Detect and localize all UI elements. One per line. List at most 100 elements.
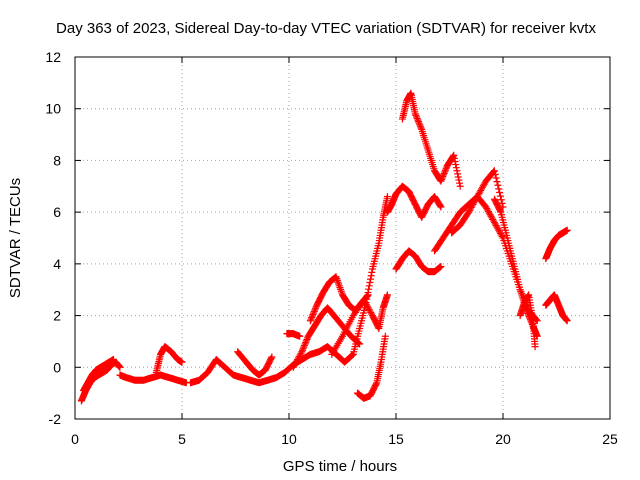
data-point (491, 220, 499, 228)
data-point (302, 337, 310, 345)
data-series-arc-q (431, 167, 507, 255)
data-point (301, 340, 309, 348)
data-points (77, 89, 571, 405)
data-point (484, 206, 492, 214)
data-point (300, 342, 308, 350)
data-point (365, 305, 373, 313)
data-point (453, 167, 461, 175)
data-point (348, 351, 356, 359)
data-point (267, 354, 275, 362)
data-point (531, 343, 539, 351)
data-point (367, 308, 375, 316)
data-series-arc-c (116, 371, 190, 387)
data-point (438, 176, 446, 184)
data-point (525, 313, 533, 321)
x-tick-label: 0 (71, 431, 79, 447)
data-point (436, 202, 444, 210)
x-tick-label: 15 (388, 431, 404, 447)
data-point (439, 172, 447, 180)
data-point (442, 165, 450, 173)
data-point (489, 215, 497, 223)
data-point (497, 196, 505, 204)
data-point (487, 212, 495, 220)
data-point (310, 307, 318, 315)
data-point (490, 167, 498, 175)
data-point (454, 170, 462, 178)
data-point (495, 185, 503, 193)
axis-ticks (74, 56, 611, 420)
data-point (310, 309, 318, 317)
data-point (297, 349, 305, 357)
data-point (368, 268, 376, 276)
data-point (450, 154, 458, 162)
data-point (412, 111, 420, 119)
data-point (470, 199, 478, 207)
data-point (482, 203, 490, 211)
data-point (298, 348, 306, 356)
data-point (296, 332, 304, 340)
data-point (413, 115, 421, 123)
data-point (563, 317, 571, 325)
x-tick-label: 20 (495, 431, 511, 447)
data-point (493, 223, 501, 231)
x-axis-label: GPS time / hours (283, 458, 397, 475)
data-point (456, 182, 464, 190)
data-point (496, 228, 504, 236)
data-point (367, 272, 375, 280)
data-series-arc-e (187, 356, 289, 387)
data-point (450, 151, 458, 159)
data-point (466, 205, 474, 213)
data-point (372, 380, 380, 388)
x-tick-label: 10 (281, 431, 297, 447)
y-tick-label: -2 (49, 411, 62, 427)
data-series-arc-m (349, 193, 391, 358)
data-point (441, 166, 449, 174)
data-point (381, 332, 389, 340)
data-point (454, 173, 462, 181)
data-point (496, 192, 504, 200)
data-point (303, 335, 311, 343)
data-point (414, 116, 422, 124)
data-point (383, 193, 391, 201)
data-point (437, 262, 445, 270)
data-point (440, 169, 448, 177)
data-point (492, 222, 500, 230)
data-point (452, 164, 460, 172)
data-series-arc-d (152, 343, 186, 376)
data-point (309, 311, 317, 319)
data-point (363, 295, 371, 303)
data-point (493, 178, 501, 186)
data-point (302, 338, 310, 346)
data-series-arc-b (80, 356, 118, 395)
data-point (296, 351, 304, 359)
data-point (362, 299, 370, 307)
data-point (438, 174, 446, 182)
data-series-arc-n (383, 182, 445, 221)
data-point (467, 203, 475, 211)
data-series-arc-f (234, 348, 276, 379)
data-point (347, 352, 355, 360)
data-point (437, 203, 445, 211)
data-point (485, 209, 493, 217)
data-point (298, 346, 306, 354)
data-point (469, 200, 477, 208)
data-point (465, 208, 473, 216)
data-point (490, 217, 498, 225)
data-series-arc-t (516, 291, 539, 351)
data-point (413, 113, 421, 121)
data-point (365, 285, 373, 293)
data-point (366, 278, 374, 286)
data-point (486, 211, 494, 219)
data-point (306, 317, 314, 325)
data-point (415, 119, 423, 127)
data-point (268, 353, 276, 361)
data-point (110, 356, 118, 364)
y-axis-label: SDTVAR / TECUs (7, 178, 24, 298)
data-point (456, 179, 464, 187)
data-point (468, 202, 476, 210)
data-point (532, 316, 540, 324)
data-point (440, 171, 448, 179)
data-point (480, 180, 488, 188)
